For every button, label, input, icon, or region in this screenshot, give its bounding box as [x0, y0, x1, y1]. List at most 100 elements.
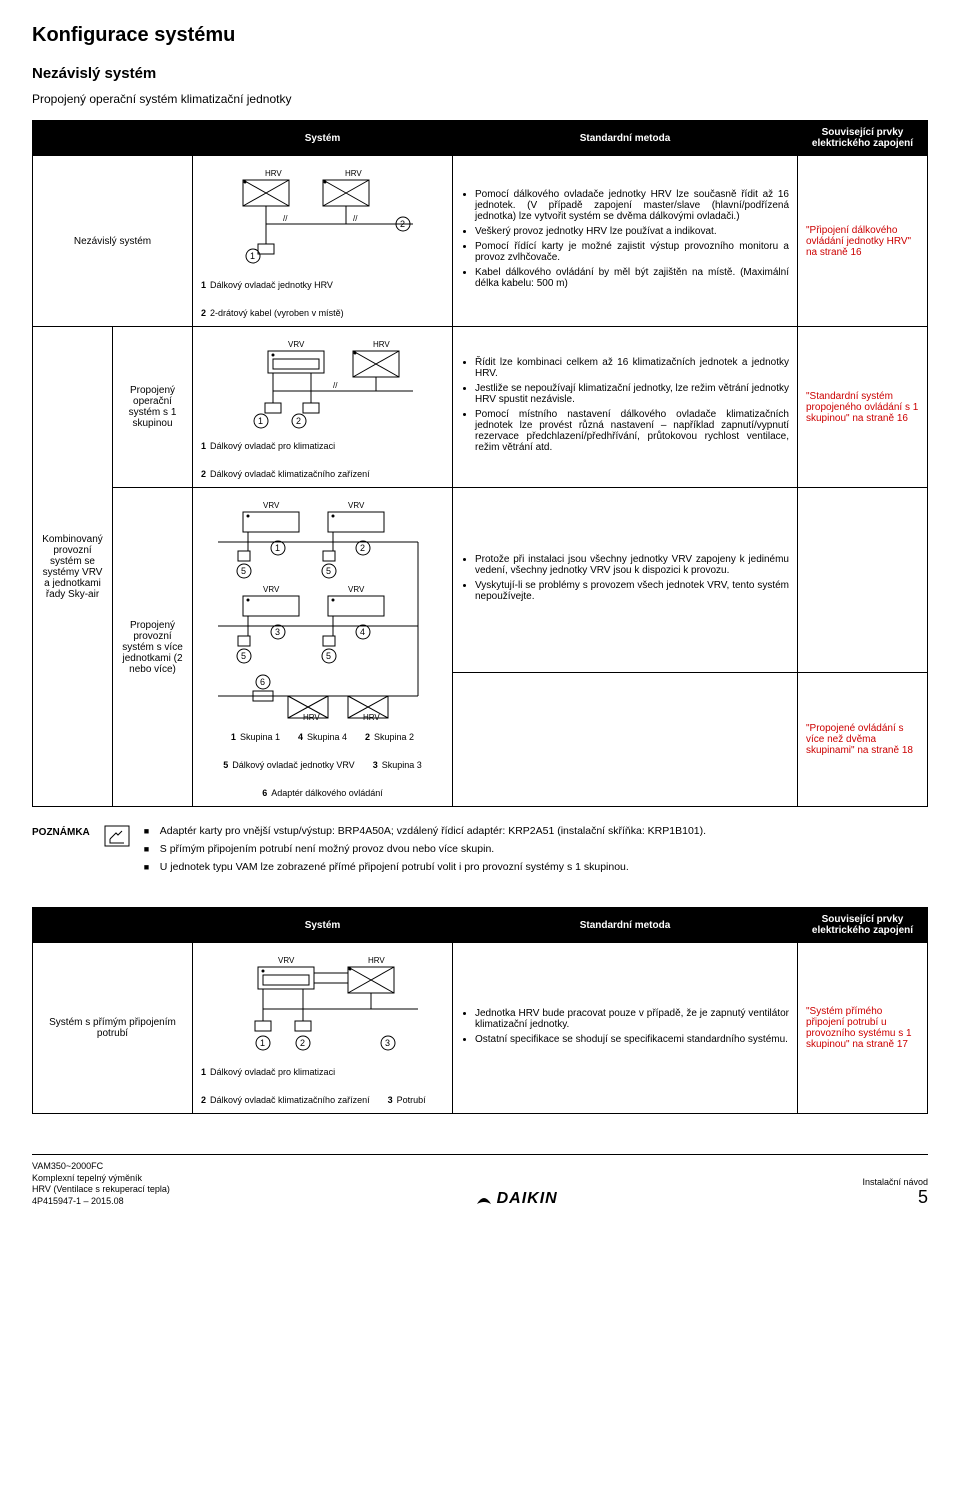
legend-num: 2 [201, 1095, 206, 1105]
legend-text: Dálkový ovladač klimatizačního zařízení [210, 1095, 370, 1105]
legend-text: Skupina 2 [374, 732, 414, 742]
config-table-2: Systém Standardní metoda Související prv… [32, 907, 928, 1114]
related-cell: "Standardní systém propojeného ovládání … [798, 327, 928, 488]
legend-text: Dálkový ovladač jednotky HRV [210, 280, 333, 290]
legend-text: Skupina 1 [240, 732, 280, 742]
method-item: Vyskytují-li se problémy s provozem všec… [475, 580, 789, 602]
svg-text:1: 1 [260, 1038, 265, 1048]
svg-text:1: 1 [250, 251, 255, 261]
legend-num: 2 [365, 732, 370, 742]
th-system: Systém [193, 121, 453, 156]
related-cell: "Propojené ovládání s více než dvěma sku… [798, 672, 928, 806]
legend-num: 3 [373, 760, 378, 770]
note-label: POZNÁMKA [32, 825, 90, 879]
svg-text:2: 2 [296, 416, 301, 426]
method-item: Ostatní specifikace se shodují se specif… [475, 1034, 789, 1045]
brand-text: DAIKIN [497, 1190, 558, 1207]
method-cell: Protože při instalaci jsou všechny jedno… [453, 488, 798, 673]
legend-num: 1 [231, 732, 236, 742]
rowhead-1group: Propojený operační systém s 1 skupinou [113, 327, 193, 488]
schematic-icon: VRV HRV 1 2 [208, 951, 438, 1061]
svg-text:VRV: VRV [348, 501, 365, 510]
note-item: S přímým připojením potrubí není možný p… [144, 843, 706, 855]
footer-model: VAM350~2000FC [32, 1161, 170, 1173]
legend-text: Adaptér dálkového ovládání [271, 788, 383, 798]
legend-text: Dálkový ovladač pro klimatizaci [210, 441, 335, 451]
svg-text:6: 6 [260, 677, 265, 687]
rowhead-group-combined: Kombinovaný provozní systém se systémy V… [33, 327, 113, 807]
footer-line3: HRV (Ventilace s rekuperací tepla) [32, 1184, 170, 1196]
schematic-icon: VRV VRV 1 2 5 5 VRV VRV [208, 496, 438, 726]
related-cell: "Připojení dálkového ovládání jednotky H… [798, 156, 928, 327]
page-title: Konfigurace systému [32, 24, 928, 47]
svg-text:3: 3 [275, 627, 280, 637]
svg-text:VRV: VRV [263, 501, 280, 510]
hand-point-icon [104, 825, 130, 879]
svg-text:5: 5 [241, 566, 246, 576]
related-cell [798, 488, 928, 673]
method-item: Jestliže se nepoužívají klimatizační jed… [475, 383, 789, 405]
svg-text:2: 2 [400, 219, 405, 229]
legend-num: 1 [201, 1067, 206, 1077]
legend-text: Dálkový ovladač jednotky VRV [232, 760, 354, 770]
svg-text://: // [353, 214, 358, 223]
legend-num: 6 [262, 788, 267, 798]
rowhead-independent: Nezávislý systém [33, 156, 193, 327]
legend-num: 1 [201, 441, 206, 451]
note-item: Adaptér karty pro vnější vstup/výstup: B… [144, 825, 706, 837]
brand-logo: DAIKIN [475, 1190, 558, 1208]
legend-num: 2 [201, 469, 206, 479]
legend-text: Skupina 4 [307, 732, 347, 742]
method-cell: Jednotka HRV bude pracovat pouze v přípa… [453, 943, 798, 1114]
svg-text:HRV: HRV [345, 169, 362, 178]
footer-pagenum: 5 [862, 1187, 928, 1208]
diagram-1group: VRV HRV // 1 2 [193, 327, 453, 488]
method-item: Pomocí dálkového ovladače jednotky HRV l… [475, 189, 789, 222]
svg-text:3: 3 [385, 1038, 390, 1048]
section-subhead: Propojený operační systém klimatizační j… [32, 92, 928, 106]
svg-text://: // [333, 381, 338, 390]
method-cell-empty [453, 672, 798, 806]
method-cell: Pomocí dálkového ovladače jednotky HRV l… [453, 156, 798, 327]
method-item: Kabel dálkového ovládání by měl být zaji… [475, 267, 789, 289]
legend-num: 3 [388, 1095, 393, 1105]
th-method: Standardní metoda [453, 121, 798, 156]
footer-doctype: Instalační návod [862, 1177, 928, 1187]
note-item: U jednotek typu VAM lze zobrazené přímé … [144, 861, 706, 873]
svg-text:2: 2 [300, 1038, 305, 1048]
svg-text://: // [283, 214, 288, 223]
svg-text:5: 5 [241, 651, 246, 661]
method-item: Jednotka HRV bude pracovat pouze v přípa… [475, 1008, 789, 1030]
svg-text:2: 2 [360, 543, 365, 553]
svg-text:VRV: VRV [278, 956, 295, 965]
th-blank [33, 121, 193, 156]
diagram-direct-pipe: VRV HRV 1 2 [193, 943, 453, 1114]
svg-text:1: 1 [258, 416, 263, 426]
section-subtitle: Nezávislý systém [32, 65, 928, 82]
legend-text: Dálkový ovladač klimatizačního zařízení [210, 469, 370, 479]
page-footer: VAM350~2000FC Komplexní tepelný výměník … [32, 1154, 928, 1208]
th-blank [33, 908, 193, 943]
legend-text: Potrubí [397, 1095, 426, 1105]
method-item: Protože při instalaci jsou všechny jedno… [475, 554, 789, 576]
note-block: POZNÁMKA Adaptér karty pro vnější vstup/… [32, 825, 928, 879]
method-item: Veškerý provoz jednotky HRV lze používat… [475, 226, 789, 237]
th-method: Standardní metoda [453, 908, 798, 943]
legend-text: Dálkový ovladač pro klimatizaci [210, 1067, 335, 1077]
legend-text: Skupina 3 [382, 760, 422, 770]
schematic-icon: VRV HRV // 1 2 [213, 335, 433, 435]
diagram-multi: VRV VRV 1 2 5 5 VRV VRV [193, 488, 453, 807]
method-item: Pomocí řídící karty je možné zajistit vý… [475, 241, 789, 263]
svg-text:1: 1 [275, 543, 280, 553]
th-system: Systém [193, 908, 453, 943]
config-table-1: Systém Standardní metoda Související prv… [32, 120, 928, 807]
method-item: Pomocí místního nastavení dálkového ovla… [475, 409, 789, 453]
method-cell: Řídit lze kombinaci celkem až 16 klimati… [453, 327, 798, 488]
legend-num: 4 [298, 732, 303, 742]
legend-num: 1 [201, 280, 206, 290]
legend-text: 2-drátový kabel (vyroben v místě) [210, 308, 344, 318]
schematic-icon: HRV HRV // // 2 1 [213, 164, 433, 274]
svg-text:HRV: HRV [368, 956, 385, 965]
svg-text:VRV: VRV [263, 585, 280, 594]
svg-text:HRV: HRV [373, 340, 390, 349]
